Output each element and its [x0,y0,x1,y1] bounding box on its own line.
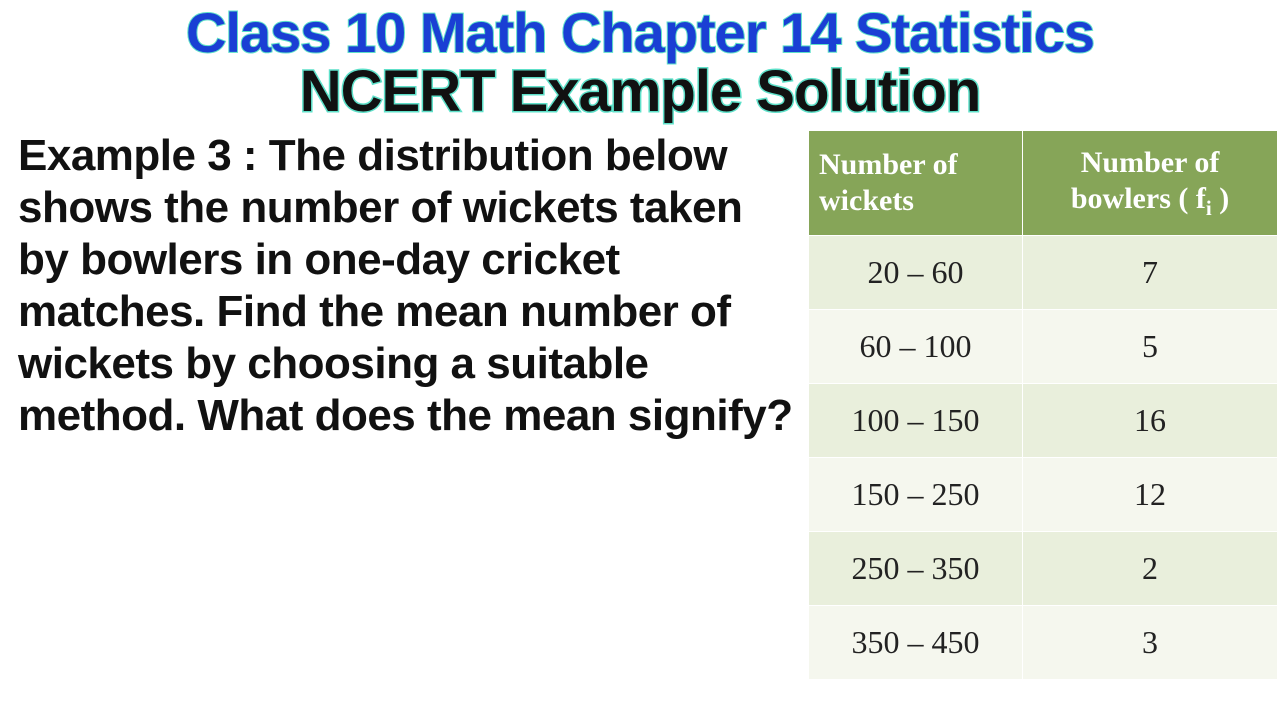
table-row: 250 – 3502 [809,532,1278,606]
table-row: 20 – 607 [809,236,1278,310]
page-title-line2: NCERT Example Solution [0,60,1280,124]
example-problem-text: Example 3 : The distribution below shows… [18,130,798,441]
table-body: 20 – 607 60 – 1005 100 – 15016 150 – 250… [809,236,1278,680]
table-row: 350 – 4503 [809,606,1278,680]
table-row: 150 – 25012 [809,458,1278,532]
example-label: Example 3 : [18,131,269,180]
table-header-wickets: Number of wickets [809,131,1023,236]
table-row: 60 – 1005 [809,310,1278,384]
table-header-bowlers: Number of bowlers ( fi ) [1023,131,1278,236]
table-row: 100 – 15016 [809,384,1278,458]
distribution-table: Number of wickets Number of bowlers ( fi… [808,130,1278,680]
page-title-line1: Class 10 Math Chapter 14 Statistics [0,0,1280,64]
content-area: Example 3 : The distribution below shows… [18,130,1280,680]
